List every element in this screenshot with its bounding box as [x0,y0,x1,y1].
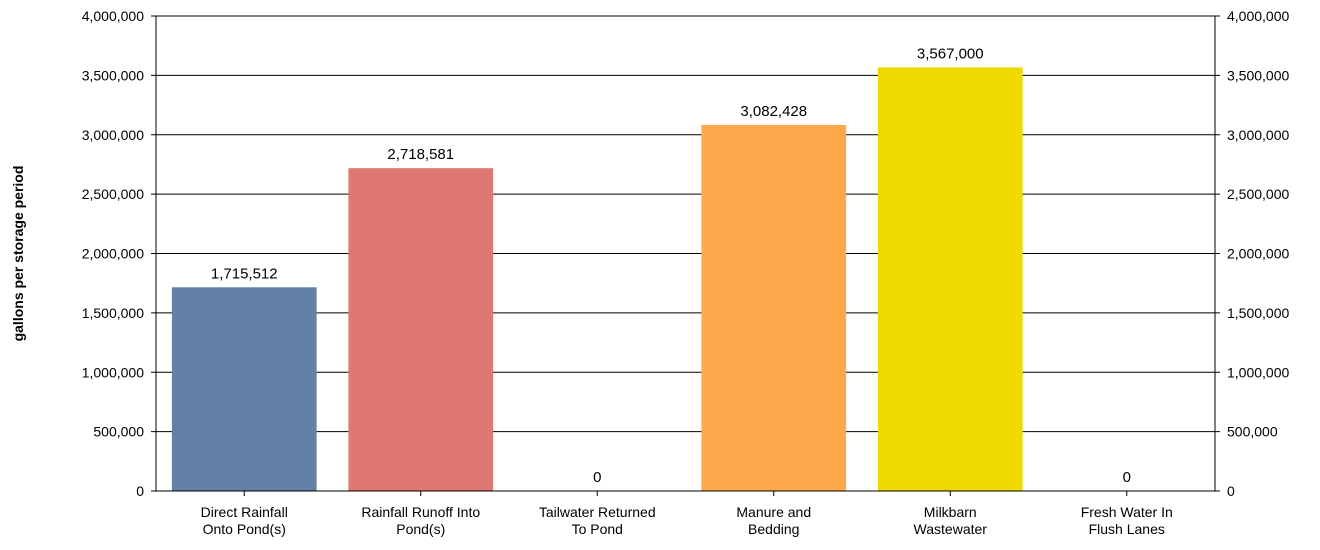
x-tick-label-line: Direct Rainfall [201,504,288,520]
x-tick-label: Tailwater Returned To Pond [539,504,656,537]
x-tick-label-line: Rainfall Runoff Into [361,504,480,520]
data-label: 3,567,000 [917,45,984,62]
x-tick-label: Manure and Bedding [736,504,811,537]
right-tick-label: 3,500,000 [1227,67,1289,83]
x-tick-label: Direct Rainfall Onto Pond(s) [201,504,288,537]
left-tick-label: 1,000,000 [82,364,144,380]
bar [171,287,317,491]
right-axis-ticks: 0 500,000 1,000,000 1,500,000 2,000,000 2,500… [1215,8,1289,499]
right-tick-label: 4,000,000 [1227,8,1289,24]
x-tick-label: Rainfall Runoff Into Pond(s) [361,504,480,537]
left-tick-label: 0 [136,483,144,499]
right-tick-label: 1,000,000 [1227,364,1289,380]
x-tick-label-line: Flush Lanes [1089,521,1165,537]
right-tick-label: 2,500,000 [1227,186,1289,202]
right-tick-label: 2,000,000 [1227,246,1289,262]
right-tick-label: 3,000,000 [1227,127,1289,143]
data-label: 2,718,581 [387,146,454,163]
bars [171,67,1023,492]
data-label: 0 [1123,469,1131,486]
bar [348,168,494,491]
x-tick-label-line: Tailwater Returned [539,504,656,520]
left-tick-label: 3,500,000 [82,67,144,83]
data-label: 3,082,428 [740,103,807,120]
left-axis-ticks: 0 500,000 1,000,000 1,500,000 2,000,000 2,500… [82,8,156,499]
x-tick-label-line: Manure and [736,504,811,520]
bar [701,124,847,492]
x-tick-label-line: Bedding [748,521,799,537]
right-tick-label: 1,500,000 [1227,305,1289,321]
x-tick-label-line: Pond(s) [396,521,445,537]
x-tick-label: Milkbarn Wastewater [914,504,988,537]
data-label: 1,715,512 [211,265,278,282]
bar [877,67,1023,491]
y-axis-label: gallons per storage period [10,166,26,342]
x-axis-labels: Direct Rainfall Onto Pond(s) Rainfall Runo… [201,491,1173,537]
gridlines [156,74,1215,433]
data-label: 0 [593,469,601,486]
right-tick-label: 0 [1227,483,1235,499]
x-tick-label-line: Fresh Water In [1081,504,1173,520]
left-tick-label: 2,000,000 [82,246,144,262]
left-tick-label: 1,500,000 [82,305,144,321]
left-tick-label: 3,000,000 [82,127,144,143]
x-tick-label-line: Milkbarn [924,504,977,520]
data-labels: 1,715,512 2,718,581 0 3,082,428 3,567,000 0 [211,45,1131,486]
x-tick-label: Fresh Water In Flush Lanes [1081,504,1173,537]
left-tick-label: 2,500,000 [82,186,144,202]
x-tick-label-line: Wastewater [914,521,988,537]
x-tick-label-line: To Pond [572,521,623,537]
right-tick-label: 500,000 [1227,424,1278,440]
x-tick-label-line: Onto Pond(s) [203,521,286,537]
left-tick-label: 4,000,000 [82,8,144,24]
left-tick-label: 500,000 [93,424,144,440]
